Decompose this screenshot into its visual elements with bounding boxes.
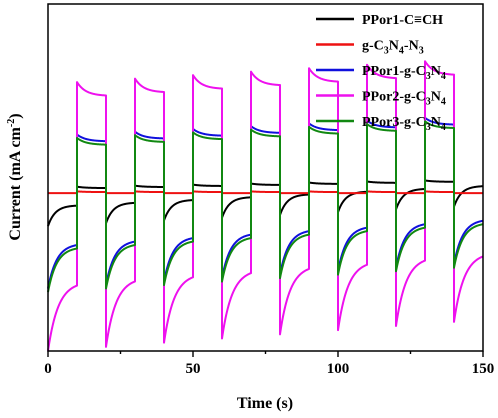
legend-label: PPor2-g-C3N4	[362, 90, 446, 108]
legend-label: g-C3N4-N3	[362, 39, 424, 57]
y-title-main: Current (mA cm	[7, 126, 24, 240]
x-tick-label: 100	[327, 361, 350, 377]
legend-label: PPor3-g-C3N4	[362, 115, 446, 133]
series-line-2	[47, 190, 484, 195]
x-tick-label: 50	[186, 361, 201, 377]
x-tick-label: 0	[44, 361, 52, 377]
legend-label: PPor1-C≡CH	[362, 13, 443, 28]
y-title-end: )	[7, 113, 24, 118]
legend: PPor1-C≡CH g-C3N4-N3 PPor1-g-C3N4 PPor2-g-C…	[316, 13, 446, 133]
plot-series	[47, 60, 484, 352]
series-line-3	[47, 116, 484, 289]
series-line-5	[47, 120, 484, 293]
legend-label: PPor1-g-C3N4	[362, 64, 446, 82]
x-axis-ticks: 0 50 100 150	[44, 351, 494, 377]
y-title-superscript: -2	[6, 119, 17, 127]
y-axis-title: Current (mA cm-2)	[6, 113, 24, 240]
x-tick-label: 150	[472, 361, 495, 377]
series-line-4	[47, 60, 484, 352]
x-axis-title: Time (s)	[237, 395, 293, 412]
series-line-1	[47, 179, 484, 227]
